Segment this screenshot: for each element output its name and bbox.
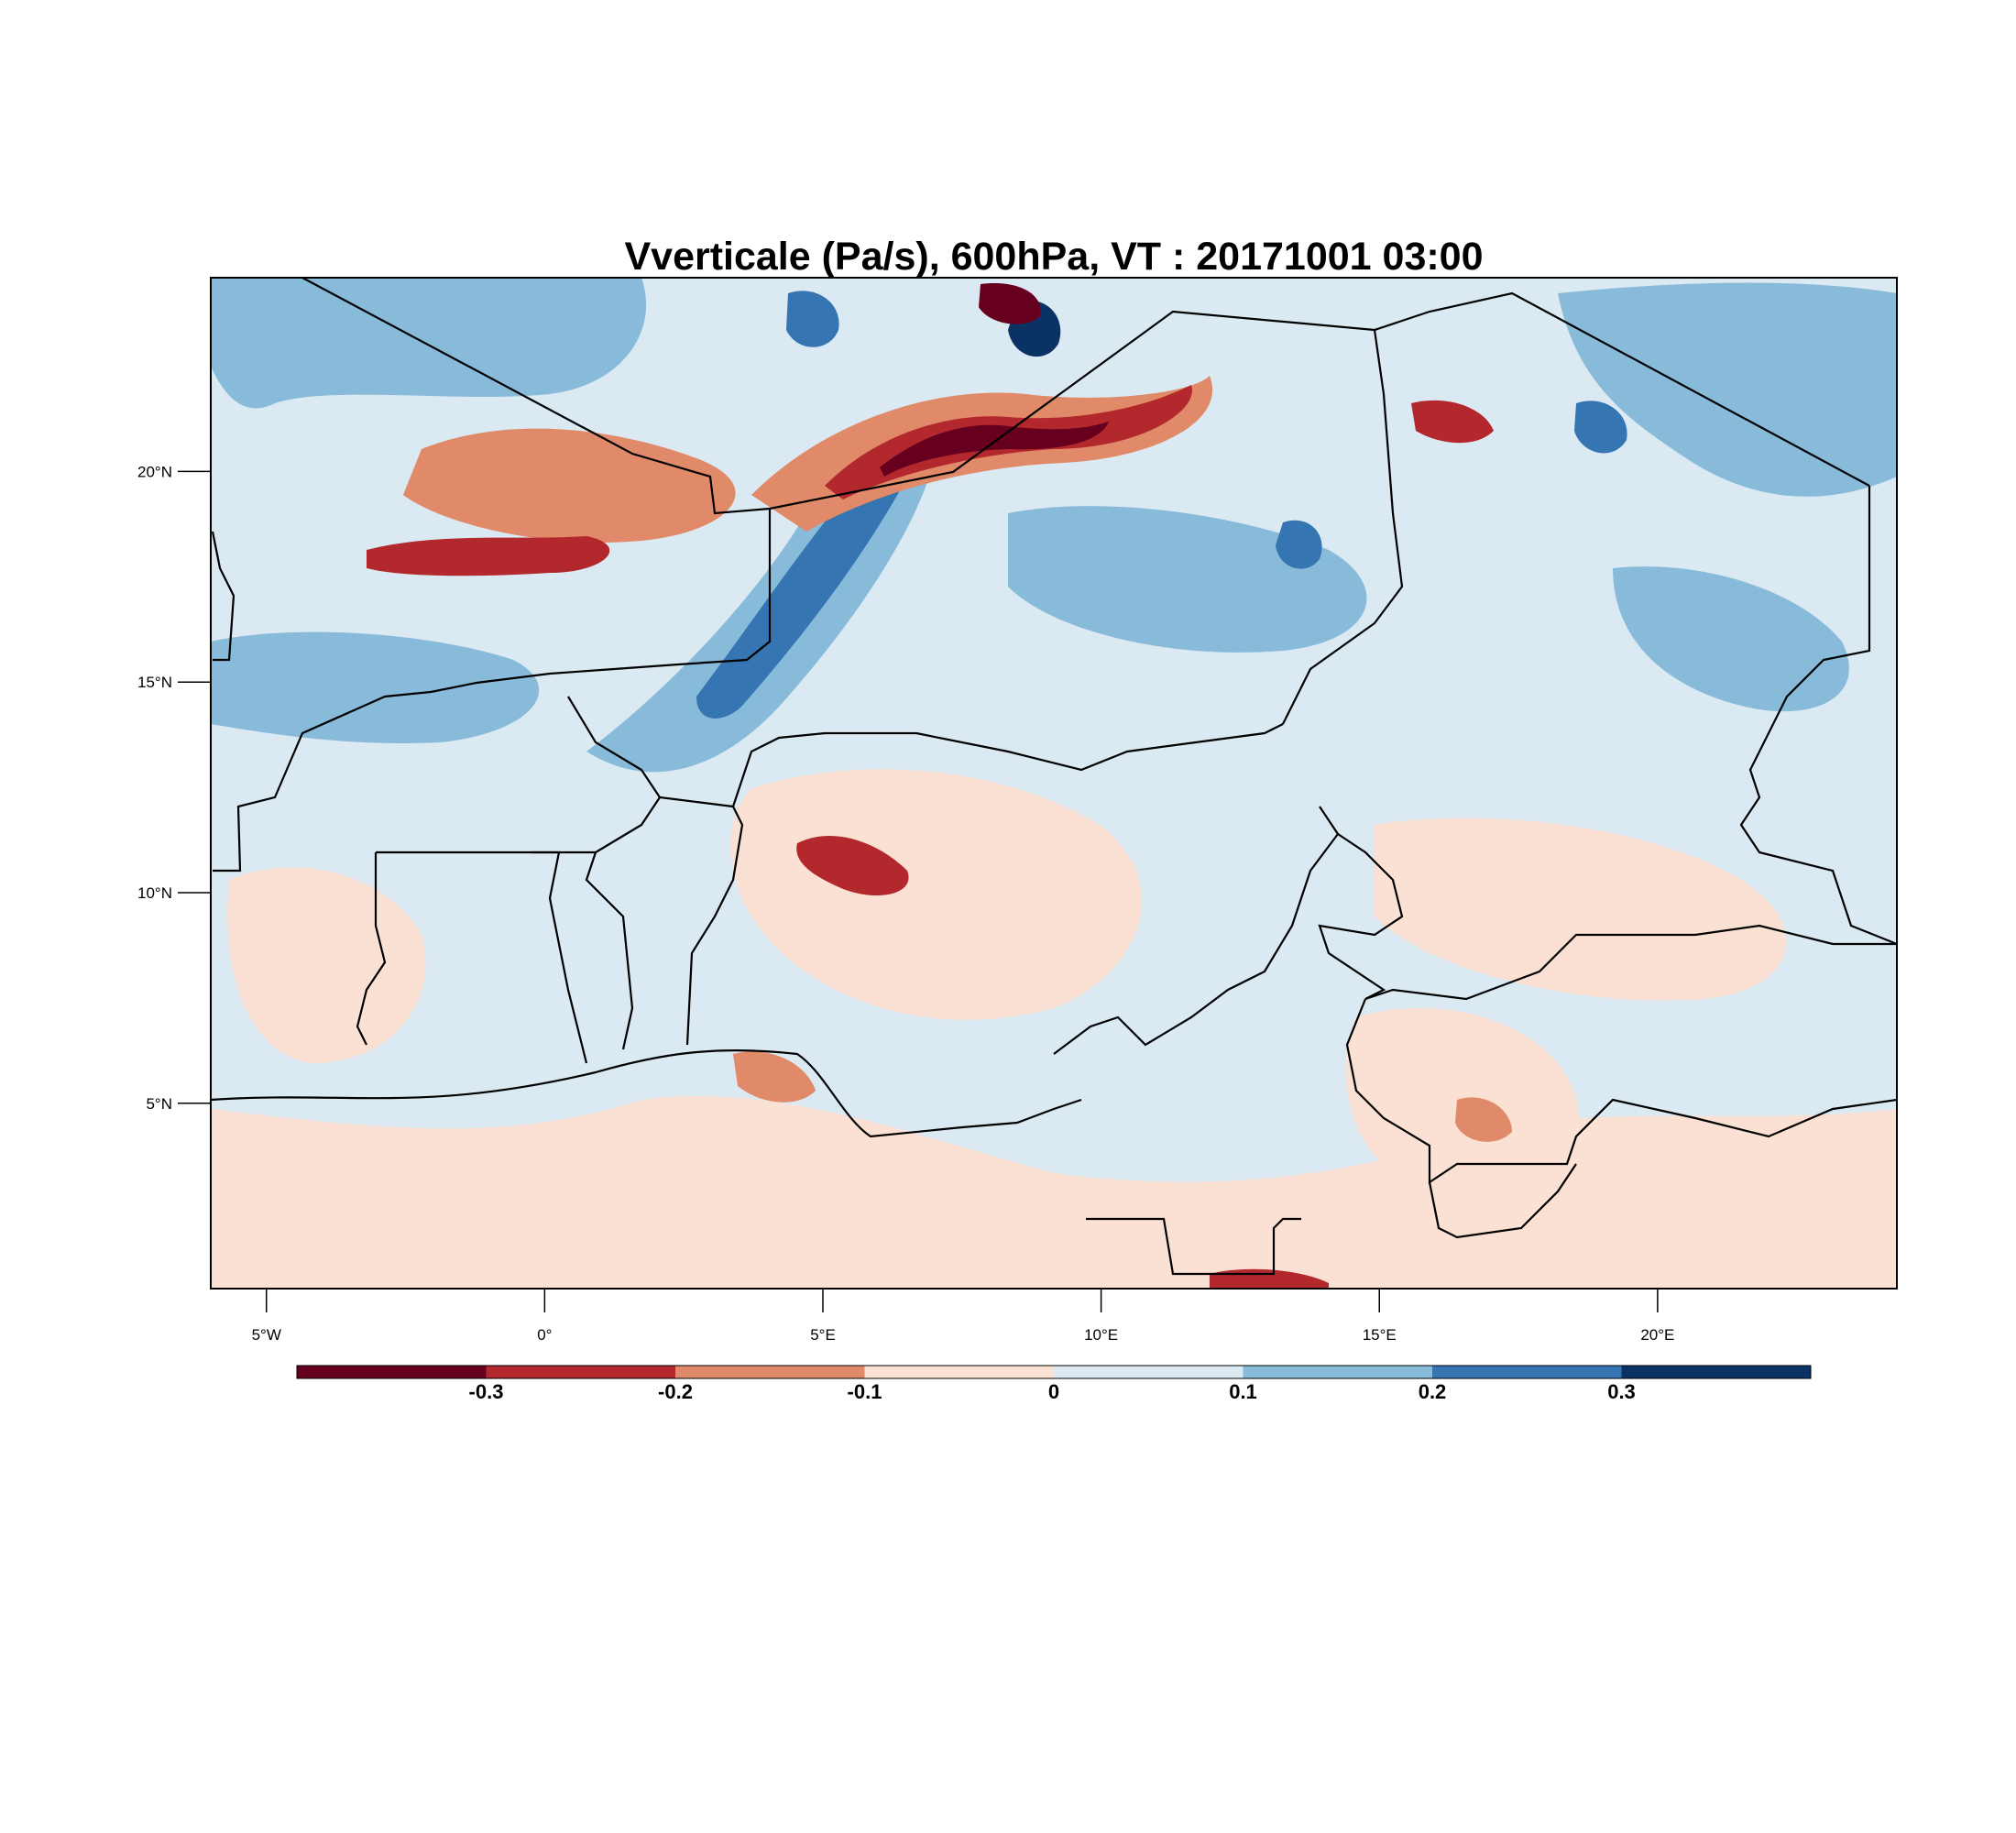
colorbar-label: -0.3 xyxy=(469,1380,504,1403)
border-ghana-north xyxy=(376,796,661,854)
colorbar: -0.3 -0.2 -0.1 0 0.1 0.2 0.3 xyxy=(296,1365,1812,1403)
latitude-axis: 20°N 15°N 10°N 5°N xyxy=(137,463,211,1113)
colorbar-label: 0 xyxy=(1048,1380,1059,1403)
border-car xyxy=(1364,924,1897,1001)
lon-tick-label: 20°E xyxy=(1640,1326,1674,1344)
contour-region-main-descent-max xyxy=(880,422,1109,477)
colorbar-label: 0.2 xyxy=(1419,1380,1447,1403)
border-mali-south xyxy=(213,672,551,873)
contour-region-positive-cell-4 xyxy=(1574,401,1627,454)
contour-region-north-descent-cell xyxy=(979,283,1041,324)
colorbar-label: 0.1 xyxy=(1229,1380,1257,1403)
colorbar-label: -0.1 xyxy=(848,1380,882,1403)
contour-region-north-positive xyxy=(211,278,647,409)
contour-region-positive-cell-3 xyxy=(1276,520,1322,569)
contour-region-coastal-descent xyxy=(733,1051,816,1103)
colorbar-label: -0.2 xyxy=(658,1380,693,1403)
colorbar-swatch xyxy=(1243,1366,1432,1378)
contour-region-east-positive xyxy=(1613,566,1849,712)
contour-fields xyxy=(211,278,1897,1289)
contour-region-west-descent-core xyxy=(367,536,610,576)
contour-region-northwest-positive xyxy=(211,631,540,743)
lon-tick-label: 5°E xyxy=(810,1326,836,1344)
lat-tick-label: 5°N xyxy=(146,1095,172,1113)
border-mali-east xyxy=(549,509,772,675)
lon-tick-label: 15°E xyxy=(1363,1326,1397,1344)
border-car-south xyxy=(1345,998,1897,1185)
contour-region-mid-descent xyxy=(796,835,909,896)
border-gulf-coast xyxy=(211,1048,1082,1138)
lon-tick-label: 0° xyxy=(537,1326,552,1344)
border-northwest xyxy=(301,278,1870,515)
colorbar-frame xyxy=(296,1365,1812,1379)
border-nigeria-cameroon xyxy=(1053,806,1340,1055)
plot-frame xyxy=(210,277,1898,1290)
border-niger-south xyxy=(567,696,1284,808)
contour-region-strong-positive-band xyxy=(696,464,904,719)
border-benin-nigeria xyxy=(685,806,744,1046)
contour-region-central-negative xyxy=(730,769,1142,1020)
lon-tick-label: 10°E xyxy=(1084,1326,1118,1344)
contour-region-west-descent xyxy=(403,428,736,543)
border-congo xyxy=(1428,1163,1577,1239)
colorbar-swatch xyxy=(864,1366,1054,1378)
colorbar-swatch xyxy=(297,1366,487,1378)
border-mauritania-west xyxy=(211,531,236,662)
border-ghana-ivory xyxy=(356,852,387,1046)
contour-region-east-descent xyxy=(1455,1097,1512,1142)
plot-title: Vverticale (Pa/s), 600hPa, VT : 20171001… xyxy=(624,235,1484,279)
longitude-axis: 5°W 0° 5°E 10°E 15°E 20°E xyxy=(252,1289,1674,1344)
border-chad-east xyxy=(1739,486,1897,946)
colorbar-label: 0.3 xyxy=(1607,1380,1636,1403)
lon-tick-label: 5°W xyxy=(252,1326,281,1344)
contour-region-northeast-descent xyxy=(1411,400,1494,444)
lat-tick-label: 10°N xyxy=(137,884,172,902)
colorbar-swatch xyxy=(1621,1366,1811,1378)
lat-tick-label: 15°N xyxy=(137,674,172,691)
border-togo-benin xyxy=(585,851,634,1050)
colorbar-swatch xyxy=(1432,1366,1622,1378)
lat-tick-label: 20°N xyxy=(137,463,172,480)
border-gabon xyxy=(1086,1217,1301,1276)
contour-region-east-negative xyxy=(1375,818,1787,1001)
colorbar-swatch xyxy=(486,1366,675,1378)
country-borders xyxy=(211,278,1897,1276)
contour-region-positive-cell-1 xyxy=(786,291,839,347)
contour-region-northeast-positive xyxy=(1558,282,1897,497)
colorbar-swatch xyxy=(1054,1366,1244,1378)
colorbar-swatch xyxy=(675,1366,865,1378)
border-niger-east xyxy=(1282,329,1404,725)
border-cameroon-chad xyxy=(1318,833,1404,1000)
